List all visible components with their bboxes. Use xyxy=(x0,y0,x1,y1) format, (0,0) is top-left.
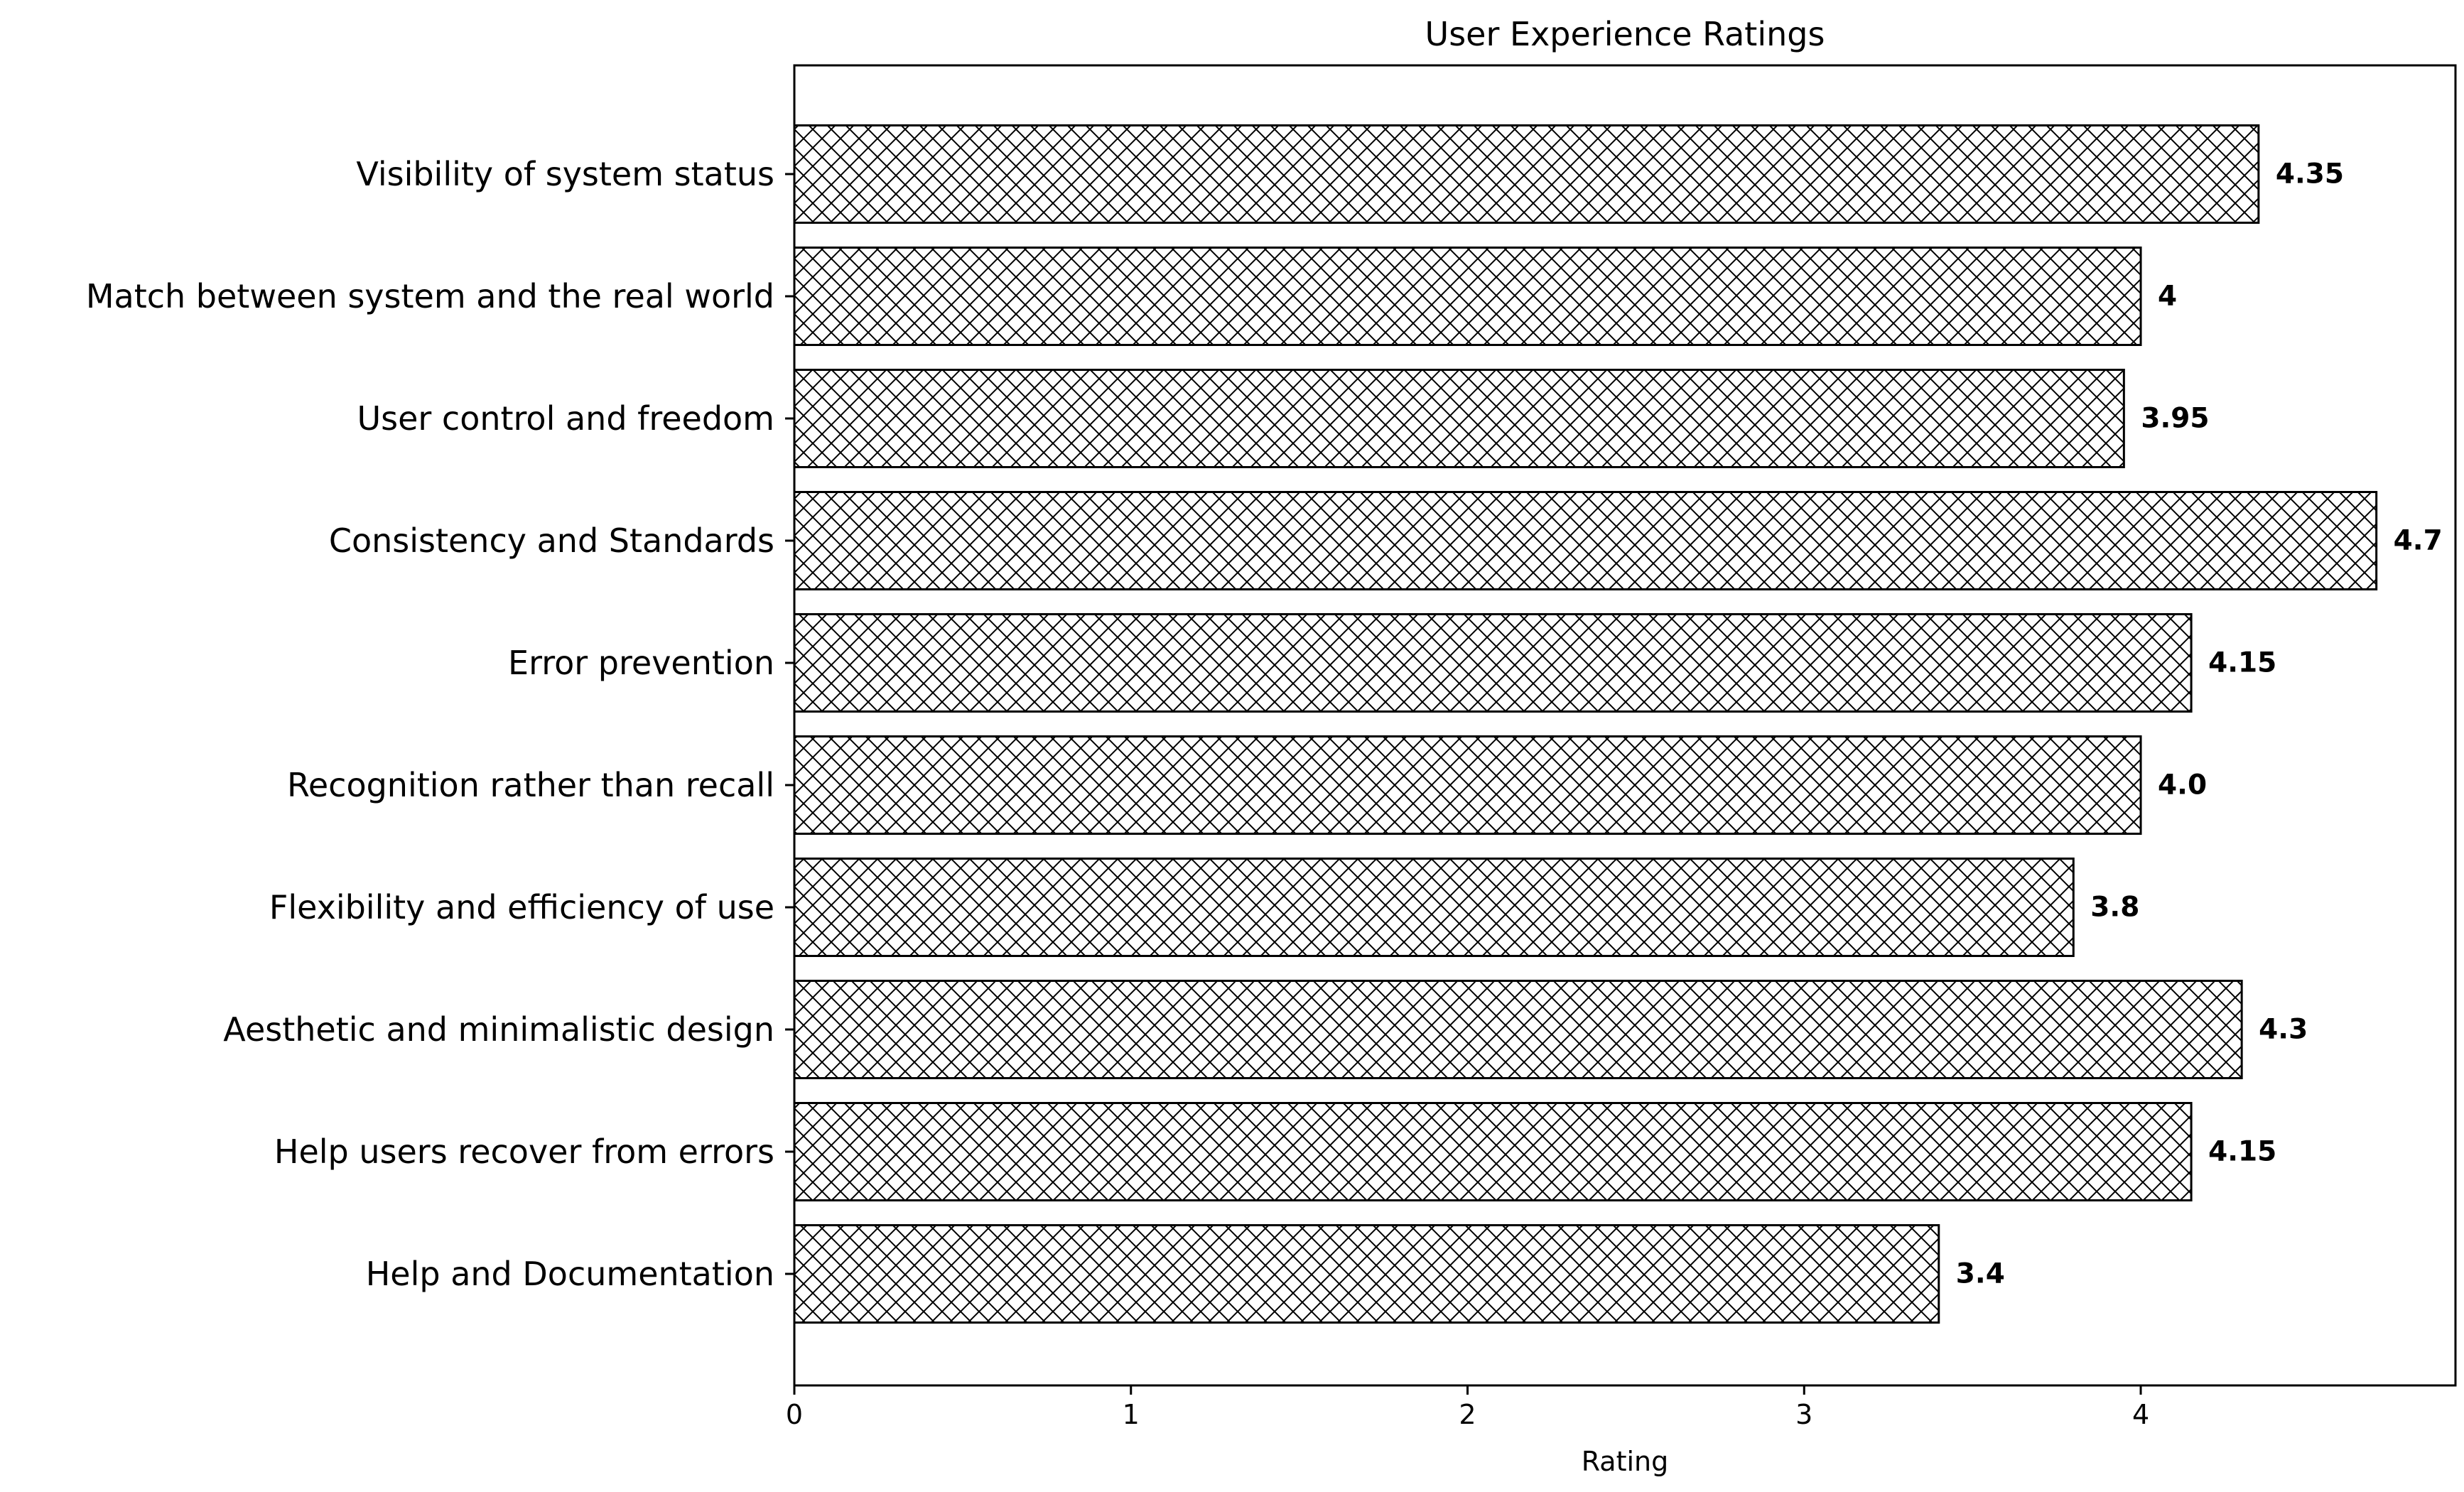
bars-group xyxy=(793,124,2378,1324)
category-label: User control and freedom xyxy=(357,399,774,438)
x-axis-label: Rating xyxy=(1582,1446,1669,1477)
bar xyxy=(793,1224,1940,1324)
category-label: Help users recover from errors xyxy=(274,1132,774,1171)
value-label: 4.0 xyxy=(2158,769,2207,801)
x-tick-label: 4 xyxy=(2132,1399,2149,1430)
plot-frame xyxy=(793,64,2457,1387)
bar xyxy=(793,491,2378,590)
x-tick-label: 2 xyxy=(1459,1399,1476,1430)
bar xyxy=(793,858,2075,957)
category-label: Error prevention xyxy=(508,644,774,682)
bar xyxy=(793,369,2125,468)
value-label: 4.35 xyxy=(2276,158,2344,190)
bar xyxy=(793,247,2142,346)
value-label: 3.4 xyxy=(1956,1258,2005,1290)
bar xyxy=(793,735,2142,835)
value-labels: 4.35 4 3.95 4.7 4.15 4.0 3.8 4.3 4.15 3.4 xyxy=(1956,158,2443,1290)
value-label: 4.15 xyxy=(2208,647,2276,679)
x-axis-ticks: 0 1 2 3 4 xyxy=(786,1385,2149,1430)
category-label: Consistency and Standards xyxy=(329,521,774,560)
value-label: 4.15 xyxy=(2208,1136,2276,1168)
bar xyxy=(793,124,2260,224)
value-label: 4 xyxy=(2158,281,2177,313)
value-label: 3.95 xyxy=(2141,403,2209,435)
chart-title: User Experience Ratings xyxy=(1425,15,1825,53)
category-label: Match between system and the real world xyxy=(86,277,774,315)
category-labels: Visibility of system status Match between… xyxy=(86,155,794,1293)
value-label: 4.3 xyxy=(2259,1014,2308,1046)
category-label: Flexibility and efficiency of use xyxy=(269,888,774,926)
x-tick-label: 3 xyxy=(1795,1399,1812,1430)
value-label: 3.8 xyxy=(2090,892,2139,924)
category-label: Recognition rather than recall xyxy=(287,766,774,804)
bar xyxy=(793,613,2193,713)
x-tick-label: 0 xyxy=(786,1399,803,1430)
bar xyxy=(793,980,2243,1079)
category-label: Help and Documentation xyxy=(366,1255,774,1293)
category-label: Aesthetic and minimalistic design xyxy=(223,1010,774,1049)
x-tick-label: 1 xyxy=(1123,1399,1140,1430)
category-label: Visibility of system status xyxy=(356,155,774,193)
bar xyxy=(793,1102,2193,1201)
value-label: 4.7 xyxy=(2394,525,2443,557)
